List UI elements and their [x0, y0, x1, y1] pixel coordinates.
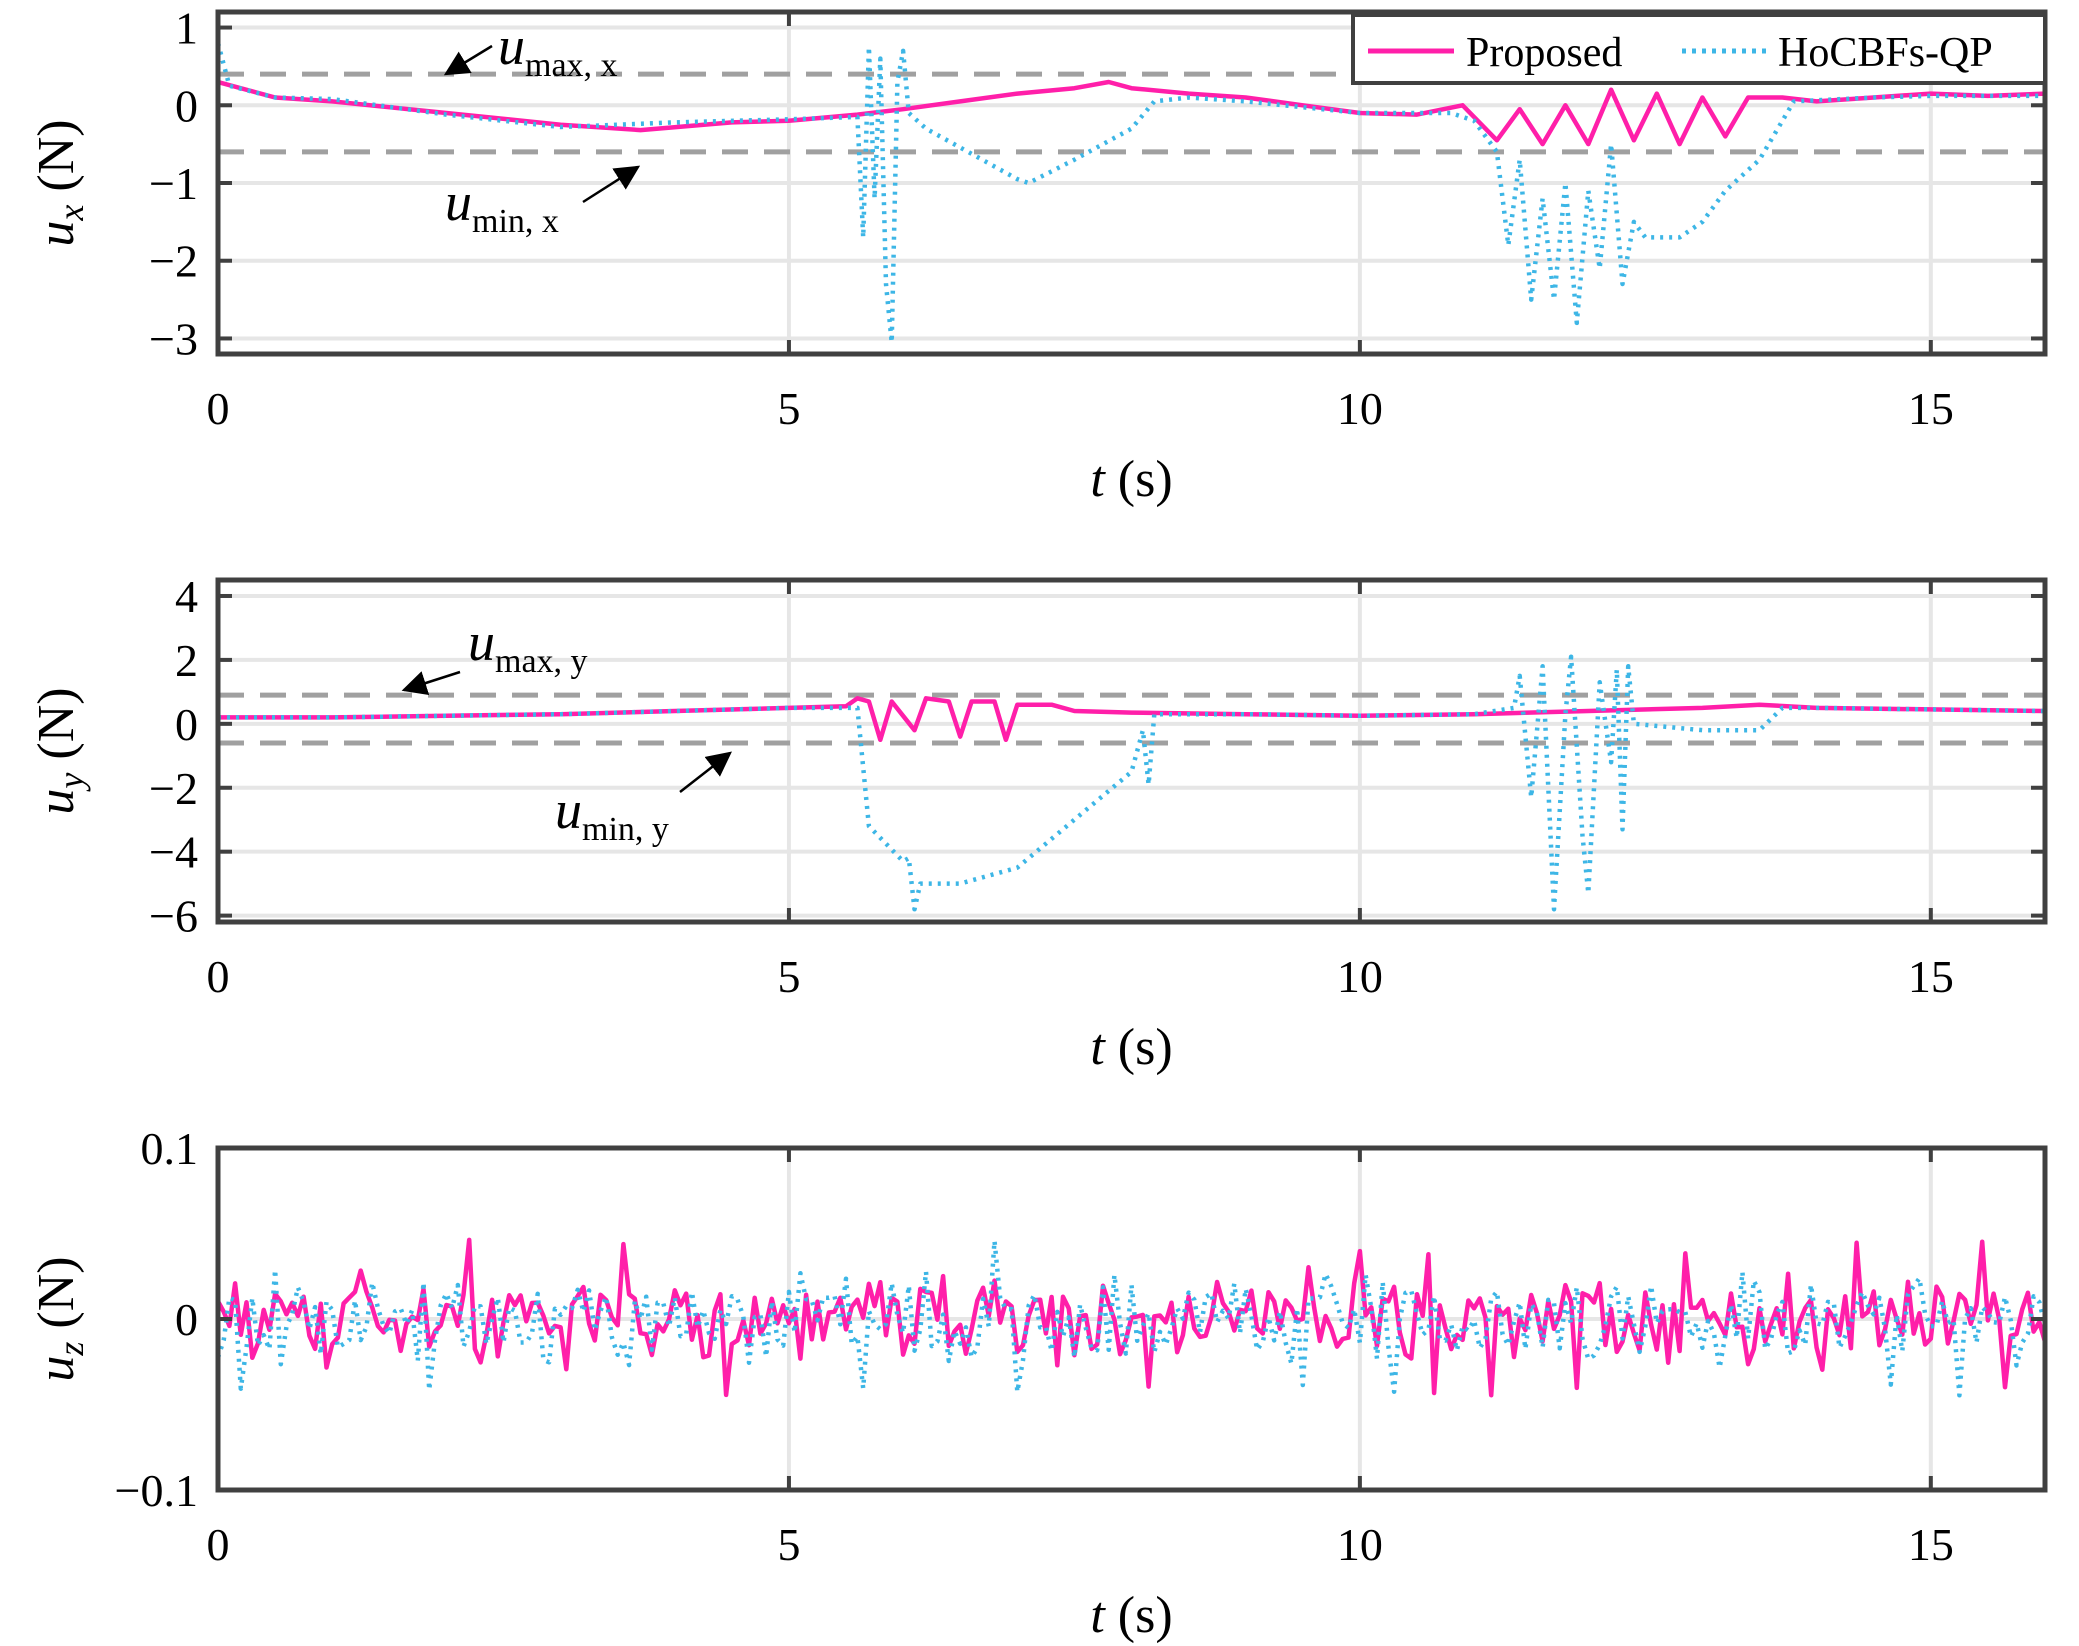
x-axis-label: t (s)	[1090, 1587, 1172, 1644]
series-proposed-line	[218, 696, 2045, 743]
y-tick-label: −3	[149, 313, 198, 364]
series-group	[218, 1237, 2045, 1398]
umin-x-subscript: min, x	[472, 203, 559, 240]
umin-y-symbol: u	[555, 780, 582, 840]
grid	[216, 580, 2045, 922]
axes-box	[215, 577, 2048, 925]
y-axis-label: uz (N)	[28, 1256, 91, 1381]
y-tick-label: 2	[175, 635, 198, 686]
svg-text:umin, x: umin, x	[445, 172, 559, 240]
svg-text:umin, y: umin, y	[555, 780, 669, 848]
y-tick-label: 0	[175, 699, 198, 750]
y-tick-label: 0	[175, 80, 198, 131]
x-tick-label: 10	[1337, 951, 1383, 1002]
umin-y-subscript: min, y	[582, 811, 669, 848]
x-tick-label: 0	[207, 383, 230, 434]
annotation-umax-x: umax, x	[443, 16, 618, 84]
x-tick-label: 5	[777, 383, 800, 434]
x-tick-label: 0	[207, 1519, 230, 1570]
grid	[216, 12, 2045, 354]
y-tick-label: −2	[149, 236, 198, 287]
x-axis-label: t (s)	[1090, 451, 1172, 508]
series-proposed-line	[218, 79, 2045, 147]
y-tick-label: 1	[175, 3, 198, 54]
annotation-umin-y: umin, y	[555, 751, 732, 848]
y-tick-label: −0.1	[115, 1465, 198, 1516]
y-tick-label: −2	[149, 763, 198, 814]
svg-text:umax, x: umax, x	[498, 16, 618, 84]
umin-x-arrow	[582, 165, 641, 204]
x-tick-label: 0	[207, 951, 230, 1002]
x-tick-label: 15	[1908, 1519, 1954, 1570]
umin-y-arrow	[679, 751, 732, 793]
y-axis-label: uy (N)	[28, 687, 91, 814]
series-hocbfs-line	[218, 1238, 2045, 1398]
umax-x-arrow	[443, 44, 493, 76]
y-tick-label: −4	[149, 827, 198, 878]
x-tick-label: 10	[1337, 1519, 1383, 1570]
umax-y-arrow	[401, 670, 461, 696]
series-proposed-line	[218, 1237, 2045, 1398]
x-tick-label: 5	[777, 951, 800, 1002]
svg-text:umax, y: umax, y	[468, 612, 588, 680]
y-tick-label: 4	[175, 571, 198, 622]
annotation-umax-y: umax, y	[401, 612, 588, 696]
y-tick-label: −6	[149, 891, 198, 942]
y-axis-label: ux (N)	[28, 119, 91, 246]
annotation-umin-x: umin, x	[445, 165, 641, 240]
x-tick-label: 10	[1337, 383, 1383, 434]
series-group	[218, 42, 2045, 345]
umax-y-symbol: u	[468, 612, 495, 672]
panel-uz: 0 5 10 150.10−0.1t (s)uz (N)	[28, 1123, 2048, 1644]
legend-hocbfs-label: HoCBFs-QP	[1778, 30, 1993, 76]
x-tick-label: 5	[777, 1519, 800, 1570]
legend-box	[1351, 13, 2047, 85]
y-tick-label: 0	[175, 1294, 198, 1345]
series-group	[218, 654, 2045, 912]
umax-x-subscript: max, x	[525, 47, 618, 84]
y-tick-label: −1	[149, 158, 198, 209]
x-tick-label: 15	[1908, 383, 1954, 434]
x-tick-label: 15	[1908, 951, 1954, 1002]
umin-x-symbol: u	[445, 172, 472, 232]
umax-x-symbol: u	[498, 16, 525, 76]
umax-y-subscript: max, y	[495, 643, 588, 680]
panel-uy: 0 5 10 15 4 2 0 −2 −4 −6 t (s) uy (N)	[28, 571, 2048, 1076]
series-hocbfs-line	[218, 654, 2045, 912]
x-axis-label: t (s)	[1090, 1019, 1172, 1076]
legend-proposed-label: Proposed	[1466, 30, 1622, 76]
y-tick-label: 0.1	[141, 1123, 199, 1174]
legend: Proposed HoCBFs-QP	[1351, 13, 2047, 85]
